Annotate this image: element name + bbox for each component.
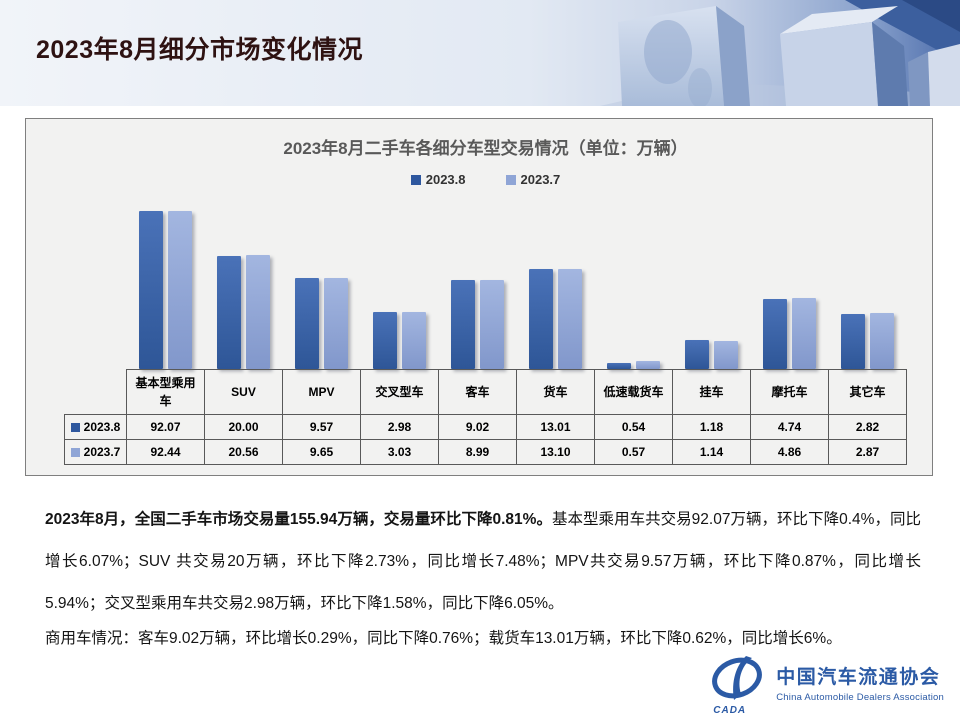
table-col-header: 交叉型车 — [360, 369, 439, 415]
table-col-header: 客车 — [438, 369, 517, 415]
bar-2023.8-其它车 — [841, 314, 866, 369]
table-cell: 4.74 — [750, 414, 829, 440]
bar-2023.8-挂车 — [685, 340, 710, 369]
table-cell: 9.57 — [282, 414, 361, 440]
table-header-row: 基本型乘用车 SUV MPV 交叉型车 客车 货车 低速载货车 挂车 摩托车 其它车 — [65, 369, 907, 415]
table-cell: 4.86 — [750, 439, 829, 465]
table-cell: 2.82 — [828, 414, 907, 440]
bar-2023.7-摩托车 — [792, 298, 817, 369]
legend-label: 2023.7 — [520, 172, 561, 187]
legend-swatch-icon — [70, 422, 80, 432]
cada-name-cn: 中国汽车流通协会 — [776, 667, 941, 689]
table-cell: 3.03 — [360, 439, 439, 465]
table-cell: 2.87 — [828, 439, 907, 465]
header-banner: 2023年8月细分市场变化情况 — [0, 0, 960, 106]
bar-2023.8-客车 — [450, 280, 475, 369]
bar-2023.8-低速载货车 — [607, 363, 632, 369]
table-cell: 2.98 — [360, 414, 439, 440]
bar-group-客车 — [438, 280, 516, 369]
table-cell: 20.56 — [204, 439, 283, 465]
table-cell: 9.02 — [438, 414, 517, 440]
table-col-header: 货车 — [516, 369, 595, 415]
bar-2023.8-交叉型车 — [372, 312, 397, 369]
table-cell: 9.65 — [282, 439, 361, 465]
bar-group-低速载货车 — [595, 361, 673, 369]
bar-2023.7-其它车 — [870, 313, 895, 369]
bar-group-MPV — [282, 278, 360, 369]
bar-group-交叉型车 — [360, 312, 438, 369]
table-cell: 8.99 — [438, 439, 517, 465]
bar-2023.8-MPV — [294, 278, 319, 369]
bar-group-其它车 — [829, 313, 907, 369]
table-cell: 20.00 — [204, 414, 283, 440]
bar-group-摩托车 — [751, 298, 829, 369]
bar-group-SUV — [204, 255, 282, 369]
table-row: 2023.7 92.44 20.56 9.65 3.03 8.99 13.10 0.57 1.1… — [64, 439, 907, 465]
bar-2023.7-客车 — [479, 280, 504, 369]
header-graphic — [0, 0, 960, 106]
bar-2023.7-挂车 — [714, 341, 739, 369]
table-row: 2023.8 92.07 20.00 9.57 2.98 9.02 13.01 0.54 1.1… — [64, 414, 907, 440]
table-col-header: 低速载货车 — [594, 369, 673, 415]
summary-p1-rest: 基本型乘用车共交易92.07万辆，环比下降0.4%，同比增长6.07%；SUV … — [45, 511, 921, 612]
table-cell: 1.18 — [672, 414, 751, 440]
cada-logo-text: 中国汽车流通协会 China Automobile Dealers Associ… — [776, 667, 944, 703]
summary-p1-bold: 2023年8月，全国二手车市场交易量155.94万辆，交易量环比下降0.81%。 — [45, 511, 552, 528]
page-title: 2023年8月细分市场变化情况 — [36, 36, 364, 64]
summary-paragraph-2: 商用车情况：客车9.02万辆，环比增长0.29%，同比下降0.76%；载货车13… — [45, 630, 842, 647]
bar-2023.7-交叉型车 — [401, 312, 426, 369]
bar-2023.8-SUV — [216, 256, 241, 369]
bar-2023.8-货车 — [529, 269, 554, 369]
table-col-header: MPV — [282, 369, 361, 415]
table-row-label: 2023.8 — [64, 414, 127, 440]
table-corner-blank — [65, 370, 127, 415]
table-cell: 92.44 — [126, 439, 205, 465]
table-col-header: 其它车 — [828, 369, 907, 415]
chart-panel: 2023年8月二手车各细分车型交易情况（单位：万辆） 2023.8 2023.7… — [25, 118, 933, 476]
table-row-label: 2023.7 — [64, 439, 127, 465]
table-col-header: 基本型乘用车 — [126, 369, 205, 415]
bar-group-挂车 — [673, 340, 751, 369]
table-col-header: SUV — [204, 369, 283, 415]
summary-paragraph-1: 2023年8月，全国二手车市场交易量155.94万辆，交易量环比下降0.81%。… — [45, 499, 921, 625]
chart-legend: 2023.8 2023.7 — [64, 172, 907, 187]
summary-text: 2023年8月，全国二手车市场交易量155.94万辆，交易量环比下降0.81%。… — [45, 499, 921, 660]
table-cell: 1.14 — [672, 439, 751, 465]
cada-name-en: China Automobile Dealers Association — [776, 691, 944, 703]
table-cell: 92.07 — [126, 414, 205, 440]
cada-abbr: CADA — [713, 705, 747, 716]
legend-swatch-icon — [410, 174, 421, 185]
legend-swatch-icon — [505, 174, 516, 185]
bar-2023.7-基本型乘用车 — [167, 211, 192, 369]
legend-label: 2023.8 — [425, 172, 466, 187]
bar-2023.7-低速载货车 — [636, 361, 661, 369]
bar-2023.8-基本型乘用车 — [138, 211, 163, 369]
bar-plot — [64, 189, 907, 369]
bar-2023.7-SUV — [245, 255, 270, 369]
table-cell: 13.10 — [516, 439, 595, 465]
table-cell: 13.01 — [516, 414, 595, 440]
data-table: 基本型乘用车 SUV MPV 交叉型车 客车 货车 低速载货车 挂车 摩托车 其它车 2023.8… — [64, 369, 907, 465]
table-col-header: 挂车 — [672, 369, 751, 415]
bar-group-货车 — [516, 269, 594, 369]
cada-emblem-icon: CADA — [709, 654, 767, 716]
table-cell: 0.57 — [594, 439, 673, 465]
table-cell: 0.54 — [594, 414, 673, 440]
table-col-header: 摩托车 — [750, 369, 829, 415]
bar-group-基本型乘用车 — [126, 211, 204, 369]
chart-title: 2023年8月二手车各细分车型交易情况（单位：万辆） — [283, 139, 688, 158]
bar-2023.8-摩托车 — [763, 299, 788, 369]
cada-logo: CADA 中国汽车流通协会 China Automobile Dealers A… — [709, 654, 944, 716]
legend-item-2023-7: 2023.7 — [505, 172, 561, 187]
bar-2023.7-货车 — [558, 269, 583, 369]
legend-item-2023-8: 2023.8 — [410, 172, 466, 187]
legend-swatch-icon — [70, 447, 80, 457]
bar-2023.7-MPV — [323, 278, 348, 369]
